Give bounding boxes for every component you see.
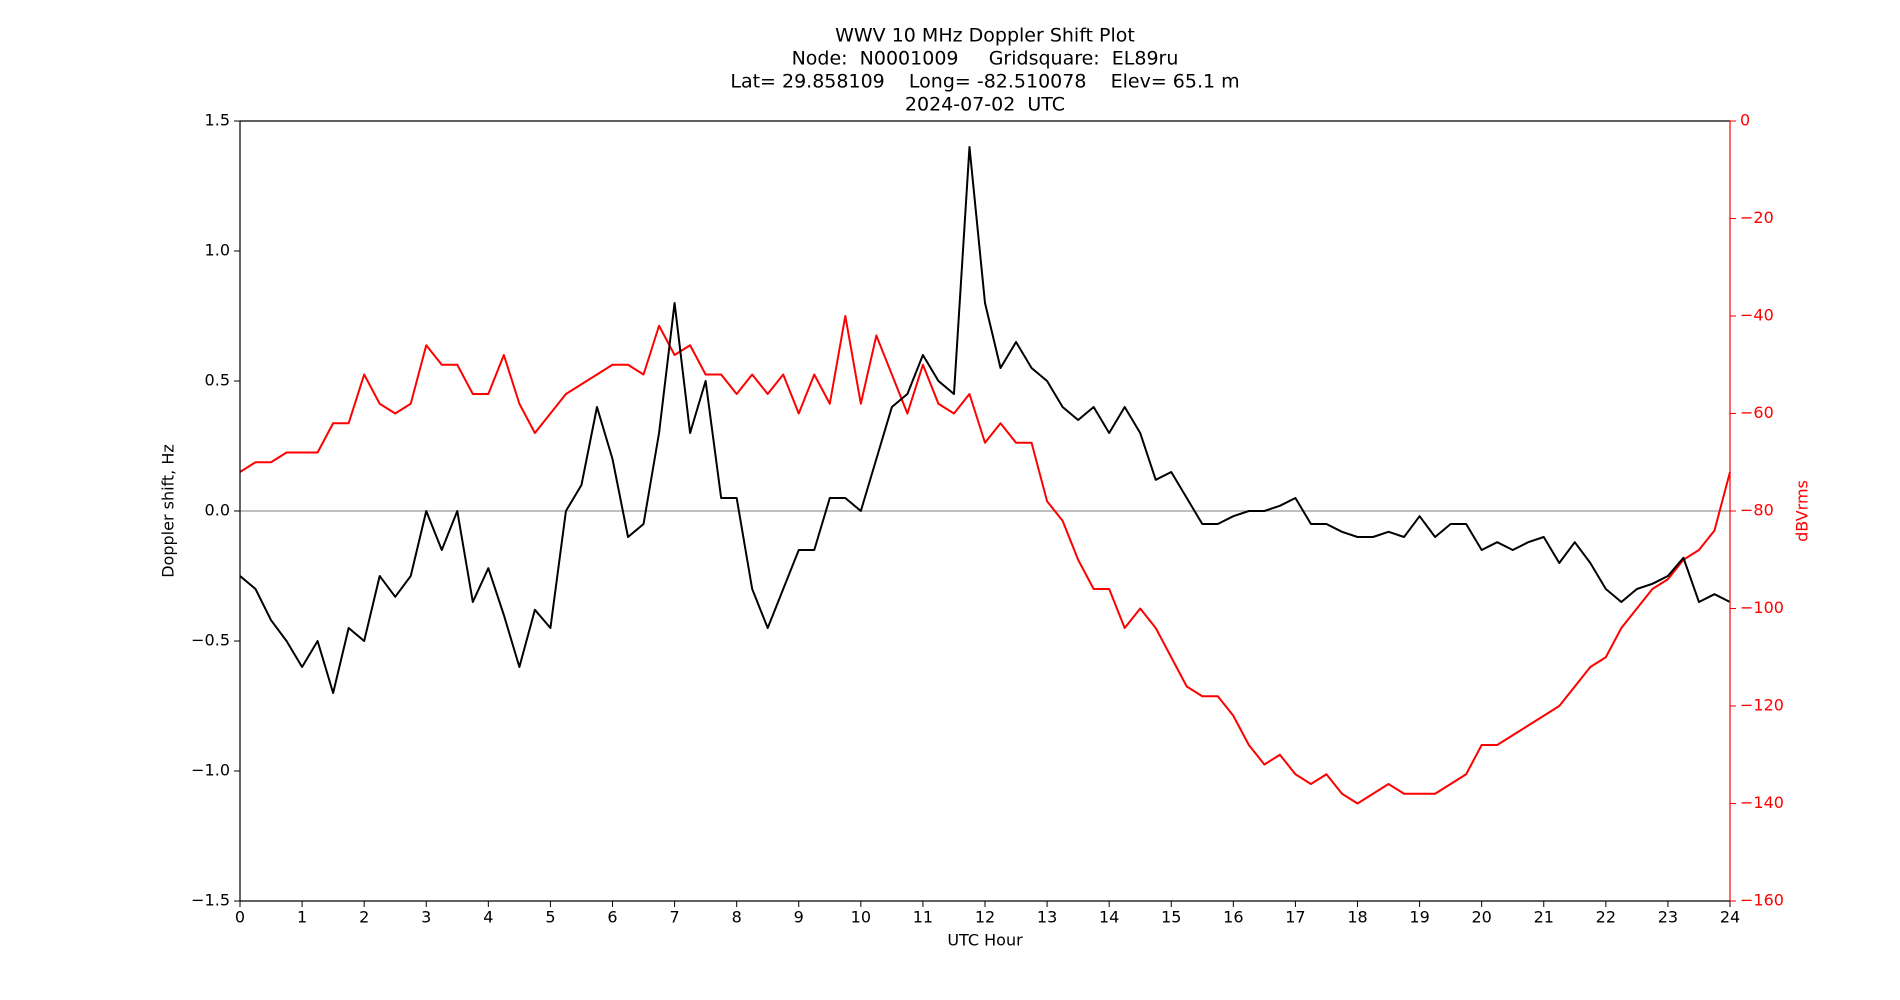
y2-tick-label: −120 xyxy=(1740,696,1784,715)
chart-title: WWV 10 MHz Doppler Shift Plot xyxy=(835,25,1135,47)
x-tick-label: 12 xyxy=(975,908,995,927)
y2-axis-label: dBVrms xyxy=(1793,480,1812,542)
y2-tick-label: −20 xyxy=(1740,208,1774,227)
y-tick-label: 1.5 xyxy=(205,111,230,130)
chart-title: Node: N0001009 Gridsquare: EL89ru xyxy=(792,48,1179,70)
y-axis-label: Doppler shift, Hz xyxy=(159,444,178,578)
x-tick-label: 8 xyxy=(732,908,742,927)
x-tick-label: 7 xyxy=(669,908,679,927)
x-tick-label: 10 xyxy=(851,908,871,927)
x-tick-label: 2 xyxy=(359,908,369,927)
y2-tick-label: −60 xyxy=(1740,403,1774,422)
x-tick-label: 16 xyxy=(1223,908,1243,927)
x-tick-label: 19 xyxy=(1409,908,1429,927)
y2-tick-label: 0 xyxy=(1740,111,1750,130)
x-tick-label: 5 xyxy=(545,908,555,927)
x-tick-label: 3 xyxy=(421,908,431,927)
x-tick-label: 0 xyxy=(235,908,245,927)
data-line xyxy=(239,146,1731,694)
y2-tick-label: −100 xyxy=(1740,598,1784,617)
x-tick-label: 21 xyxy=(1534,908,1554,927)
x-tick-label: 18 xyxy=(1347,908,1367,927)
x-axis-label: UTC Hour xyxy=(947,931,1023,950)
y-tick-label: −1.5 xyxy=(191,891,230,910)
x-tick-label: 4 xyxy=(483,908,493,927)
y-tick-label: −0.5 xyxy=(191,631,230,650)
x-tick-label: 14 xyxy=(1099,908,1119,927)
y2-tick-label: −40 xyxy=(1740,306,1774,325)
x-tick-label: 6 xyxy=(607,908,617,927)
y2-tick-label: −80 xyxy=(1740,501,1774,520)
y2-tick-label: −140 xyxy=(1740,793,1784,812)
x-tick-label: 22 xyxy=(1596,908,1616,927)
x-tick-label: 15 xyxy=(1161,908,1181,927)
x-tick-label: 24 xyxy=(1720,908,1740,927)
data-line xyxy=(239,315,1731,805)
x-tick-label: 9 xyxy=(794,908,804,927)
x-tick-label: 23 xyxy=(1658,908,1678,927)
x-tick-label: 17 xyxy=(1285,908,1305,927)
chart-title: 2024-07-02 UTC xyxy=(905,94,1065,116)
x-tick-label: 1 xyxy=(297,908,307,927)
y-tick-label: 0.5 xyxy=(205,371,230,390)
y-tick-label: 1.0 xyxy=(205,241,230,260)
x-tick-label: 13 xyxy=(1037,908,1057,927)
x-tick-label: 11 xyxy=(913,908,933,927)
chart-title: Lat= 29.858109 Long= -82.510078 Elev= 65… xyxy=(730,71,1239,93)
x-tick-label: 20 xyxy=(1471,908,1491,927)
y-tick-label: −1.0 xyxy=(191,761,230,780)
y-tick-label: 0.0 xyxy=(205,501,230,520)
y2-tick-label: −160 xyxy=(1740,891,1784,910)
